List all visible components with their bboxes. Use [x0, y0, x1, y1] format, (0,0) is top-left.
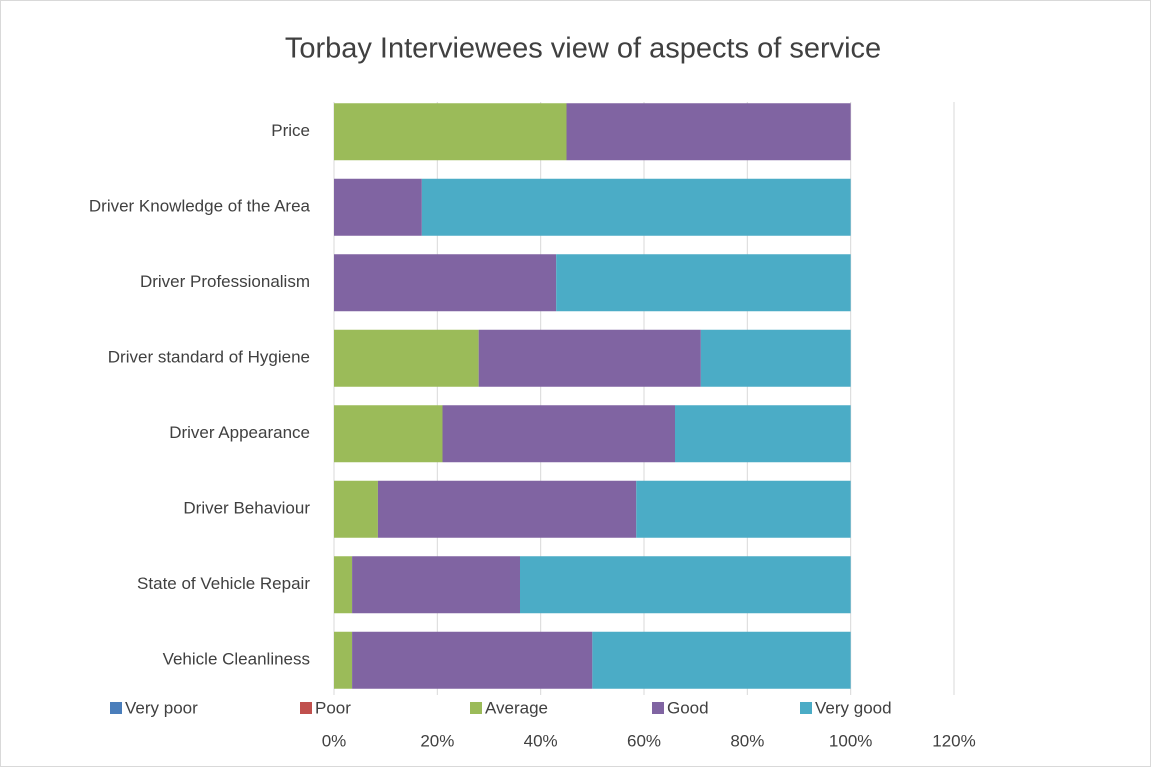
x-tick-label: 80% — [730, 731, 764, 750]
x-tick-label: 60% — [627, 731, 661, 750]
y-tick-label: Driver Knowledge of the Area — [89, 197, 311, 216]
bar-segment — [566, 103, 851, 161]
bar-segment — [442, 405, 675, 463]
bar-segment — [700, 329, 851, 387]
bar-segment — [334, 178, 422, 236]
bar-segment — [556, 254, 851, 312]
legend-swatch — [800, 702, 812, 714]
x-tick-label: 0% — [322, 731, 347, 750]
legend-label: Good — [667, 698, 709, 717]
legend-label: Very good — [815, 698, 892, 717]
x-tick-label: 40% — [524, 731, 558, 750]
bar-segment — [421, 178, 851, 236]
x-tick-label: 20% — [420, 731, 454, 750]
bar-segment — [675, 405, 851, 463]
bar-segment — [377, 480, 637, 538]
bar-segment — [334, 103, 567, 161]
bar-segment — [334, 631, 353, 689]
y-tick-label: Price — [271, 121, 310, 140]
y-tick-label: Driver Appearance — [169, 423, 310, 442]
bar-segment — [478, 329, 701, 387]
x-tick-label: 120% — [932, 731, 975, 750]
legend-label: Average — [485, 698, 548, 717]
y-tick-label: Driver standard of Hygiene — [108, 348, 310, 367]
legend-swatch — [110, 702, 122, 714]
legend-swatch — [470, 702, 482, 714]
y-tick-label: Driver Professionalism — [140, 272, 310, 291]
bar-segment — [352, 556, 520, 614]
legend-swatch — [300, 702, 312, 714]
bar-segment — [334, 556, 353, 614]
bar-segment — [334, 329, 479, 387]
legend-swatch — [652, 702, 664, 714]
y-tick-label: Vehicle Cleanliness — [163, 650, 310, 669]
legend-label: Poor — [315, 698, 351, 717]
bar-segment — [592, 631, 851, 689]
bar-segment — [334, 254, 557, 312]
bar-segment — [636, 480, 851, 538]
bar-segment — [334, 480, 378, 538]
bar-segment — [334, 405, 443, 463]
bar-segment — [352, 631, 593, 689]
y-tick-label: Driver Behaviour — [183, 499, 310, 518]
y-tick-label: State of Vehicle Repair — [137, 574, 310, 593]
legend-label: Very poor — [125, 698, 198, 717]
x-tick-label: 100% — [829, 731, 872, 750]
chart-title: Torbay Interviewees view of aspects of s… — [285, 33, 881, 65]
bar-segment — [520, 556, 851, 614]
